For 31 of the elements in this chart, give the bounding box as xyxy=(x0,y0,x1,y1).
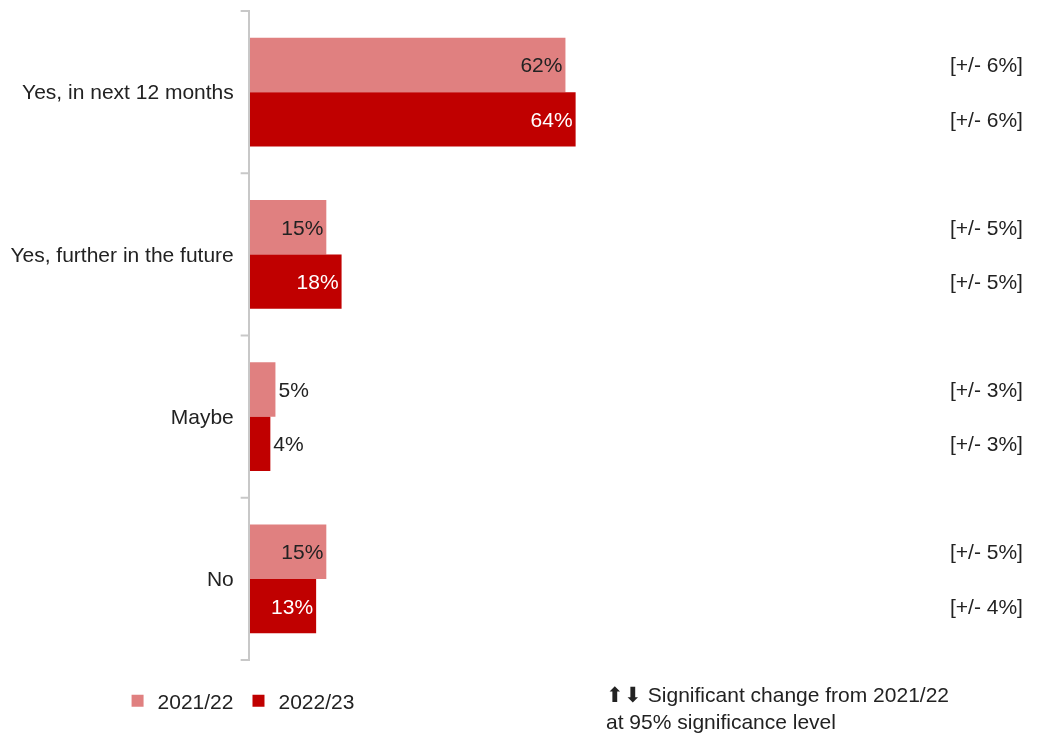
data-label: 62% xyxy=(520,53,563,77)
data-label: 64% xyxy=(530,107,573,131)
text: [+/- 3%] xyxy=(950,432,1023,455)
legend-label: 2021/22 xyxy=(157,689,234,713)
data-label: 15% xyxy=(281,215,324,239)
text: [+/- 3%] xyxy=(950,378,1023,401)
data-label: 5% xyxy=(278,377,309,401)
bar xyxy=(250,37,566,93)
bar xyxy=(250,524,327,579)
bar xyxy=(250,416,271,471)
data-label: 15% xyxy=(281,540,324,564)
data-label: 18% xyxy=(296,270,339,294)
text: [+/- 4%] xyxy=(950,595,1023,618)
text: [+/- 5%] xyxy=(950,540,1023,563)
y-tick-label: Maybe xyxy=(170,404,234,428)
bar xyxy=(250,578,317,634)
y-tick-label: No xyxy=(206,567,234,591)
text: [+/- 5%] xyxy=(950,270,1023,293)
text: [+/- 6%] xyxy=(950,108,1023,131)
bar xyxy=(250,92,576,147)
y-tick-label: Yes, in next 12 months xyxy=(22,80,234,104)
text: [+/- 6%] xyxy=(950,53,1023,76)
data-label: 13% xyxy=(271,594,314,618)
text: [+/- 5%] xyxy=(950,216,1023,239)
y-tick-label: Yes, further in the future xyxy=(10,242,234,266)
bar xyxy=(250,200,327,255)
bar xyxy=(250,254,342,309)
text: ⬆⬇ Significant change from 2021/22 at 95% significance level xyxy=(606,683,950,734)
legend-label: 2022/23 xyxy=(278,689,355,713)
data-label: 4% xyxy=(273,432,304,456)
bar xyxy=(250,362,276,417)
